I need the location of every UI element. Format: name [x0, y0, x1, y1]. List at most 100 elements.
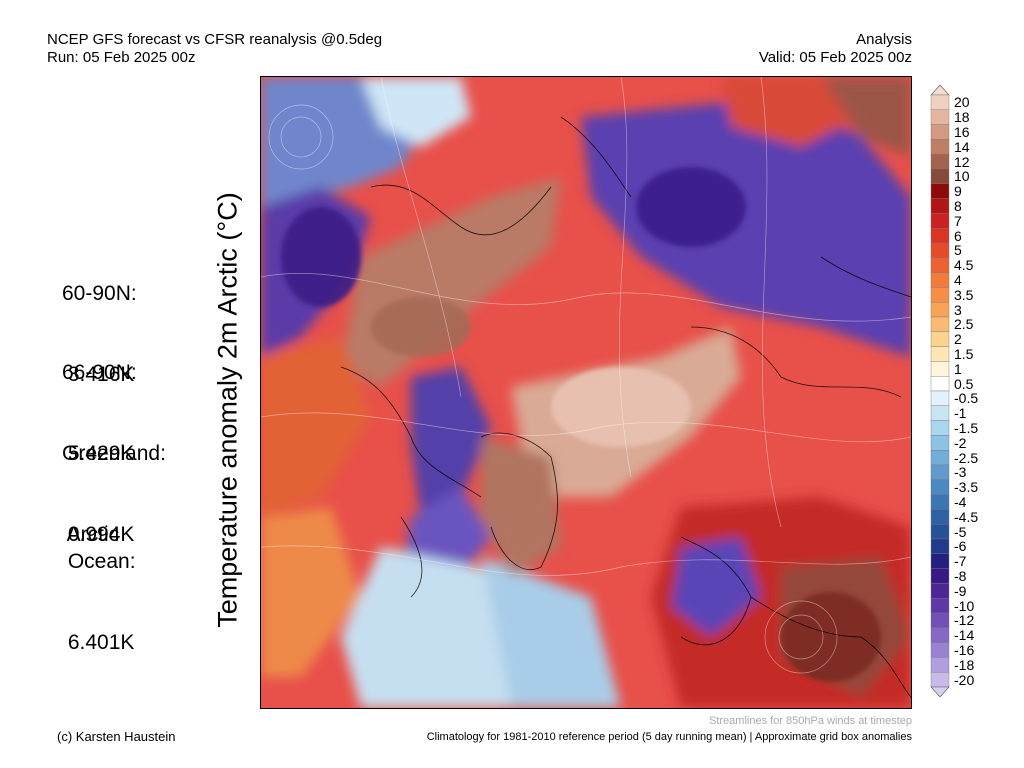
colorbar-segment [930, 168, 950, 185]
warm-core-arctic [551, 367, 691, 447]
colorbar-label: -8 [954, 568, 967, 584]
siberia-cold [581, 97, 911, 357]
colorbar-segment [930, 242, 950, 259]
stat-value: 5.429K [62, 442, 135, 465]
stat-greenland: Greenland: 0.994K [62, 386, 166, 575]
colorbar-segment [930, 153, 950, 170]
colorbar-segment [930, 420, 950, 436]
colorbar-svg [930, 85, 950, 697]
colorbar-label: -0.5 [954, 390, 979, 407]
colorbar-label: -1.5 [954, 420, 979, 436]
map-canvas [261, 77, 911, 708]
header-right: Analysis Valid: 05 Feb 2025 00z [759, 31, 912, 67]
colorbar-segment [930, 376, 950, 392]
colorbar-segment [930, 316, 950, 333]
colorbar-label: 2 [954, 331, 962, 348]
cold-core-siberia [636, 167, 746, 247]
colorbar-label: 4.5 [954, 257, 974, 274]
cold-core-canada [281, 207, 361, 307]
colorbar-label: -18 [954, 656, 975, 673]
colorbar-label: -20 [954, 671, 975, 688]
colorbar-segment [930, 361, 950, 377]
colorbar-segment [930, 124, 950, 140]
colorbar-segment [930, 257, 950, 273]
colorbar-label: -10 [954, 597, 975, 614]
colorbar-segment [930, 479, 950, 495]
stat-label: 60-90N: [62, 282, 137, 305]
colorbar-segment [930, 642, 950, 658]
colorbar-segment [930, 627, 950, 643]
colorbar-segment [930, 405, 950, 421]
colorbar-label: 12 [954, 153, 970, 170]
colorbar-label: -9 [954, 582, 967, 599]
greenland-warm [481, 437, 561, 577]
stat-66-90n: 66-90N: 5.429K [62, 305, 137, 494]
colorbar-label: 16 [954, 124, 970, 140]
colorbar-label: 7 [954, 212, 962, 229]
stat-label: Greenland: [62, 442, 166, 465]
run-time: Run: 05 Feb 2025 00z [47, 49, 196, 66]
colorbar-segment [930, 524, 950, 540]
colorbar-segment [930, 598, 950, 614]
colorbar-segment [930, 301, 950, 318]
colorbar-label: -3 [954, 464, 967, 481]
colorbar-label: -5 [954, 523, 967, 540]
colorbar-min-arrow [930, 686, 950, 697]
credit: (c) Karsten Haustein [57, 729, 176, 744]
colorbar-segment [930, 183, 950, 199]
colorbar-segment [930, 464, 950, 481]
stat-arctic-ocean: Arctic Ocean: 6.401K [62, 467, 136, 683]
colorbar-label: 5 [954, 242, 962, 259]
colorbar-label: -4.5 [954, 508, 979, 525]
colorbar-label: 10 [954, 168, 970, 185]
colorbar-label: 1 [954, 360, 962, 377]
colorbar-label: 9 [954, 183, 962, 200]
colorbar-segment [930, 139, 950, 155]
valid-time: Valid: 05 Feb 2025 00z [758, 49, 912, 66]
colorbar-segment [930, 657, 950, 673]
axis-title-text: Temperature anomaly 2m Arctic (°C) [212, 192, 243, 628]
streamlines [261, 77, 911, 674]
colorbar-label: -12 [954, 612, 975, 629]
stat-label: 66-90N: [62, 361, 137, 384]
colorbar-segment [930, 272, 950, 288]
colorbar-label: -6 [954, 538, 967, 555]
coastlines [340, 116, 911, 698]
warm-core-alaska [371, 297, 471, 357]
colorbar-label: -16 [954, 642, 975, 658]
scandinavia-cold [671, 537, 761, 637]
colorbar-label: -7 [954, 553, 967, 570]
colorbar-label: 20 [954, 94, 970, 111]
colorbar-segment [930, 287, 950, 303]
siberia-warm-band [721, 77, 861, 147]
colorbar-label: -2 [954, 434, 967, 451]
colorbar-label: 6 [954, 227, 962, 244]
colorbar-label: 18 [954, 109, 970, 126]
stat-value: 0.994K [62, 523, 135, 546]
colorbar-label: 2.5 [954, 316, 974, 333]
colorbar-segment [930, 390, 950, 407]
pacific-lightblue [361, 77, 471, 147]
colorbar-label: -4 [954, 494, 967, 510]
colorbar-label: 1.5 [954, 346, 974, 362]
baffin-cold [411, 367, 491, 517]
east-asia-warm [821, 77, 911, 157]
warm-core-europe [781, 592, 881, 682]
north-pacific-light [261, 507, 361, 677]
atlantic-lightblue [481, 557, 621, 708]
colorbar-segment [930, 346, 950, 362]
colorbar-segment [930, 509, 950, 525]
analysis-label: Analysis [856, 31, 912, 48]
colorbar-segment [930, 672, 950, 688]
colorbar-label: 3 [954, 301, 962, 318]
colorbar-label: -14 [954, 627, 975, 644]
colorbar-segment [930, 94, 950, 111]
nw-canada-warm [261, 337, 371, 517]
stat-value: 3.416K [62, 363, 135, 386]
colorbar-label: 3.5 [954, 286, 974, 303]
colorbar-label: 4 [954, 272, 962, 288]
colorbar-segment [930, 331, 950, 347]
colorbar-max-arrow [930, 85, 950, 96]
streamlines-note: Streamlines for 850hPa winds at timestep [709, 715, 912, 727]
stat-60-90n: 60-90N: 3.416K [62, 226, 137, 415]
